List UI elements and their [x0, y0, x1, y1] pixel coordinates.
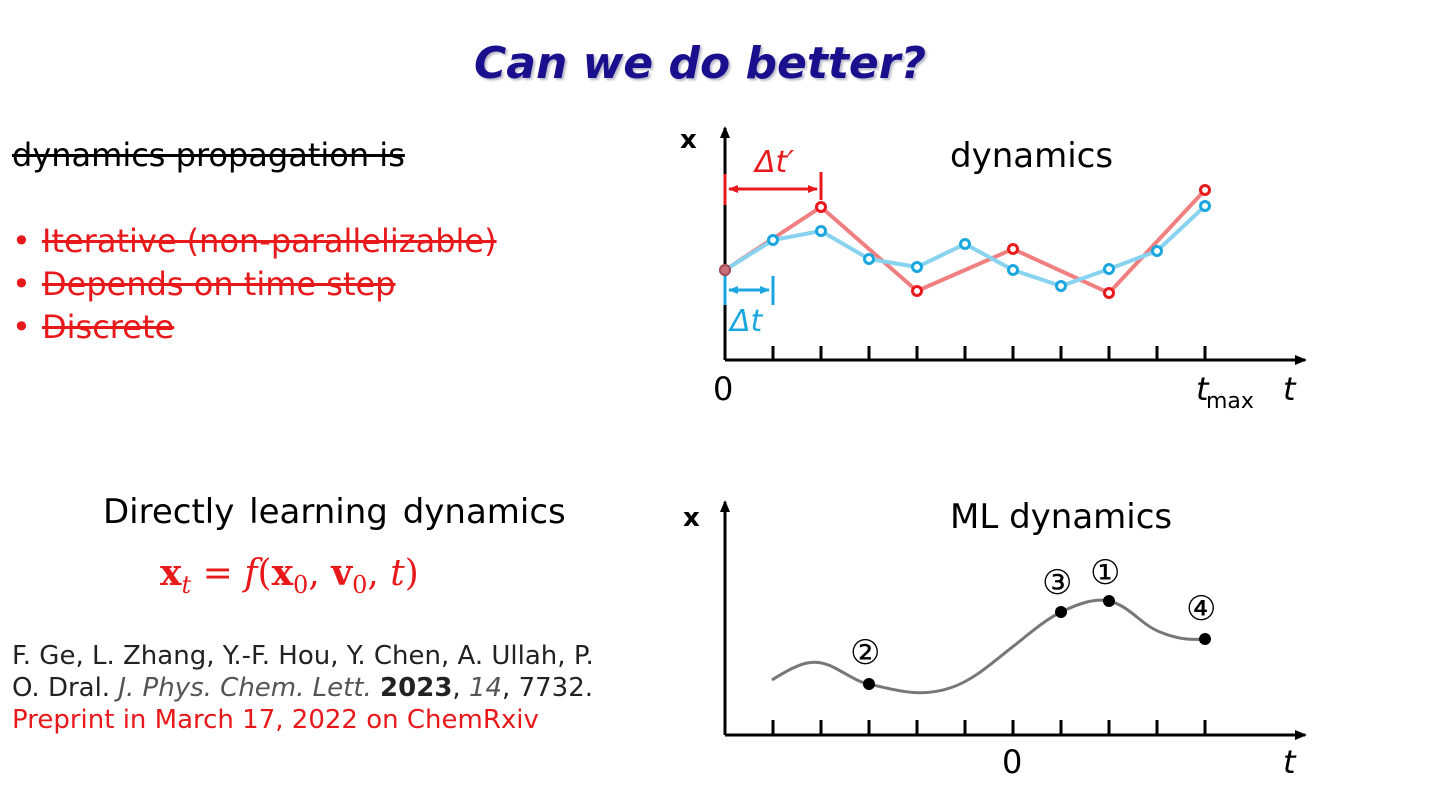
bottom-zero-label: 0 [1002, 743, 1022, 781]
ml-point-1 [1103, 595, 1115, 607]
blue-point [1055, 280, 1067, 292]
top-plot-title: dynamics [950, 136, 1113, 176]
bottom-plot-title: ML dynamics [950, 497, 1172, 537]
blue-point [863, 253, 875, 265]
ml-trajectory-curve [771, 598, 1206, 695]
red-trajectory-line [723, 188, 1207, 296]
bullet-dot: • [12, 222, 31, 260]
dt-label: Δt [728, 304, 764, 339]
red-points [719, 184, 1211, 299]
marker-4: ④ [1186, 589, 1216, 629]
bullet-dot: • [12, 265, 31, 303]
bullet-list: • Iterative (non-parallelizable) • Depends… [12, 220, 497, 349]
tmax-label: t [1196, 370, 1210, 408]
blue-point [1151, 245, 1163, 257]
intro-text: dynamics propagation is [12, 136, 405, 174]
bottom-ticks [771, 720, 1207, 735]
bullet-item: • Iterative (non-parallelizable) [12, 220, 497, 263]
top-plot: Δt′ Δt x dynamics 0 t max t [680, 125, 1307, 414]
blue-point [1007, 264, 1019, 276]
blue-point [815, 225, 827, 237]
top-ticks [771, 346, 1207, 360]
blue-point [959, 238, 971, 250]
marker-3: ③ [1042, 563, 1072, 603]
red-point [815, 201, 827, 213]
ml-point-4 [1199, 633, 1211, 645]
red-point [1199, 184, 1211, 196]
red-point [1103, 287, 1115, 299]
bullet-text: Iterative (non-parallelizable) [42, 222, 497, 260]
marker-2: ② [850, 633, 880, 673]
ml-points [863, 595, 1211, 690]
red-point [911, 285, 923, 297]
dt-prime-label: Δt′ [753, 145, 794, 180]
reference-line2: O. Dral. J. Phys. Chem. Lett. 2023, 14, … [12, 673, 594, 703]
year: 2023 [380, 673, 453, 703]
formula: xt = f(x0, v0, t) [160, 552, 419, 600]
bottom-x-label: t [1283, 743, 1297, 781]
marker-1: ① [1090, 553, 1120, 593]
ml-point-3 [1055, 606, 1067, 618]
ml-point-2 [863, 678, 875, 690]
red-point [1007, 243, 1019, 255]
preprint-note: Preprint in March 17, 2022 on ChemRxiv [12, 705, 539, 735]
bullet-item: • Depends on time step [12, 263, 497, 306]
journal-name: J. Phys. Chem. Lett. [118, 673, 372, 703]
blue-point [1199, 200, 1211, 212]
bottom-plot: ① ② ③ ④ x ML dynamics 0 t [683, 497, 1307, 781]
volume: 14 [468, 673, 503, 703]
bullet-text: Depends on time step [42, 265, 396, 303]
start-point [719, 264, 731, 276]
top-zero-label: 0 [713, 370, 733, 408]
tmax-subscript: max [1206, 389, 1254, 414]
pages: 7732. [518, 673, 594, 703]
bottom-y-label: x [683, 503, 700, 533]
top-y-label: x [680, 125, 697, 155]
reference-line1: F. Ge, L. Zhang, Y.-F. Hou, Y. Chen, A. … [12, 641, 594, 671]
slide-title: Can we do better? [474, 38, 926, 89]
blue-point [911, 261, 923, 273]
blue-point [767, 234, 779, 246]
top-x-label: t [1283, 370, 1297, 408]
bullet-item: • Discrete [12, 306, 497, 349]
blue-points [767, 200, 1211, 292]
blue-point [1103, 263, 1115, 275]
reference: F. Ge, L. Zhang, Y.-F. Hou, Y. Chen, A. … [12, 640, 594, 736]
direct-learning-heading: Directly learning dynamics [103, 492, 566, 532]
bullet-text: Discrete [42, 308, 175, 346]
bullet-dot: • [12, 308, 31, 346]
